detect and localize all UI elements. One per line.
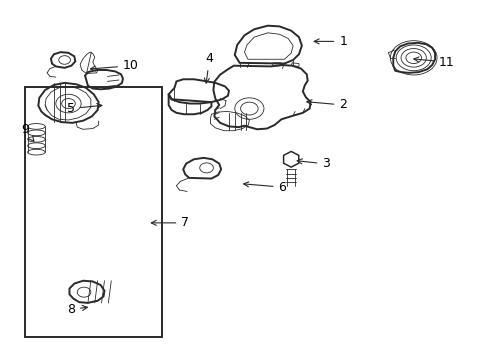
Text: 3: 3 <box>297 157 329 170</box>
Text: 1: 1 <box>313 35 346 48</box>
Text: 2: 2 <box>306 99 346 112</box>
Text: 5: 5 <box>67 102 102 115</box>
Text: 11: 11 <box>413 55 454 69</box>
Text: 10: 10 <box>90 59 139 72</box>
Text: 6: 6 <box>243 181 286 194</box>
Text: 8: 8 <box>67 303 87 316</box>
Text: 9: 9 <box>21 123 34 141</box>
Text: 7: 7 <box>151 216 189 229</box>
Text: 4: 4 <box>204 52 213 83</box>
Bar <box>25 87 162 337</box>
